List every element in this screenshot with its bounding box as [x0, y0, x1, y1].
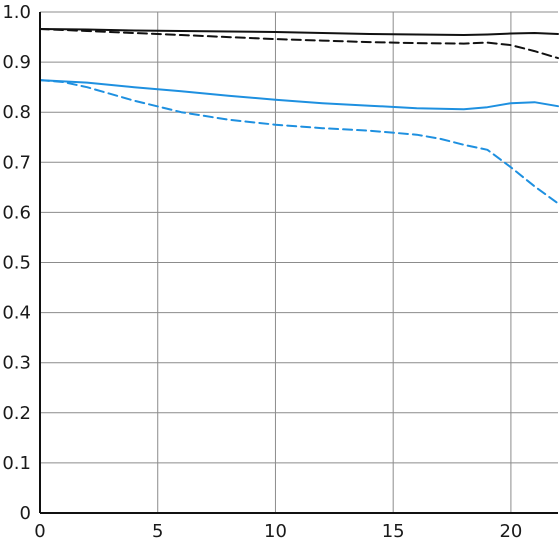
- x-tick-label-4: 20: [499, 521, 522, 542]
- x-tick-label-3: 15: [382, 521, 405, 542]
- y-tick-label-9: 0.9: [2, 52, 31, 73]
- y-tick-label-4: 0.4: [2, 303, 31, 324]
- series-line-1: [39, 28, 559, 60]
- grid: [40, 11, 558, 513]
- y-tick-label-3: 0.3: [2, 353, 31, 374]
- series-group: [39, 28, 559, 205]
- y-tick-label-5: 0.5: [2, 253, 31, 274]
- y-tick-label-7: 0.7: [2, 152, 31, 173]
- y-tick-label-1: 0.1: [2, 453, 31, 474]
- x-tick-label-0: 0: [34, 521, 45, 542]
- series-line-3: [39, 79, 559, 205]
- y-axis-tick-labels: 0 0.1 0.2 0.3 0.4 0.5 0.6 0.7 0.8 0.9 1.0: [2, 2, 31, 524]
- x-axis-tick-labels: 0 5 10 15 20: [34, 521, 522, 542]
- x-tick-label-2: 10: [264, 521, 287, 542]
- y-tick-label-8: 0.8: [2, 102, 31, 123]
- y-tick-label-0: 0: [20, 503, 31, 524]
- series-line-0: [39, 28, 559, 36]
- plot-frame: [39, 12, 558, 514]
- series-line-2: [39, 79, 559, 111]
- x-tick-label-1: 5: [152, 521, 163, 542]
- y-tick-label-6: 0.6: [2, 202, 31, 223]
- y-tick-label-10: 1.0: [2, 2, 31, 23]
- y-tick-label-2: 0.2: [2, 403, 31, 424]
